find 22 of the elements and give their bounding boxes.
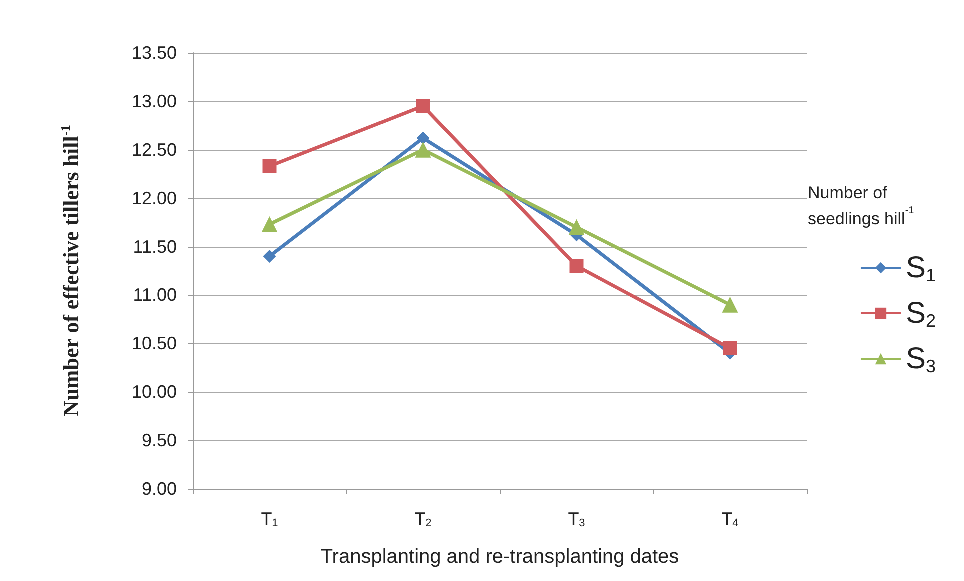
y-tick-label: 10.00: [132, 382, 177, 402]
point: [416, 132, 430, 145]
y-tick-label: 9.00: [142, 479, 177, 499]
y-tick-label: 13.00: [132, 91, 177, 112]
y-tick-label: 12.50: [132, 140, 177, 160]
point: [415, 142, 432, 158]
point: [416, 99, 430, 114]
y-axis-title: Number of effective tillers hill-1: [58, 125, 84, 417]
y-tick-label: 10.50: [132, 334, 177, 354]
point: [722, 296, 738, 313]
point: [263, 250, 276, 263]
point: [570, 259, 584, 274]
x-axis-title: Transplanting and re-transplanting dates: [320, 546, 680, 568]
y-tick-label: 12.00: [132, 188, 177, 208]
point: [723, 342, 738, 356]
point: [262, 216, 278, 232]
y-tick-label: 13.50: [132, 43, 177, 63]
y-tick-label: 11.00: [133, 285, 177, 306]
point: [568, 219, 585, 236]
point: [262, 159, 277, 174]
y-tick-label: 11.50: [133, 236, 177, 257]
y-tick-label: 9.50: [142, 430, 177, 451]
